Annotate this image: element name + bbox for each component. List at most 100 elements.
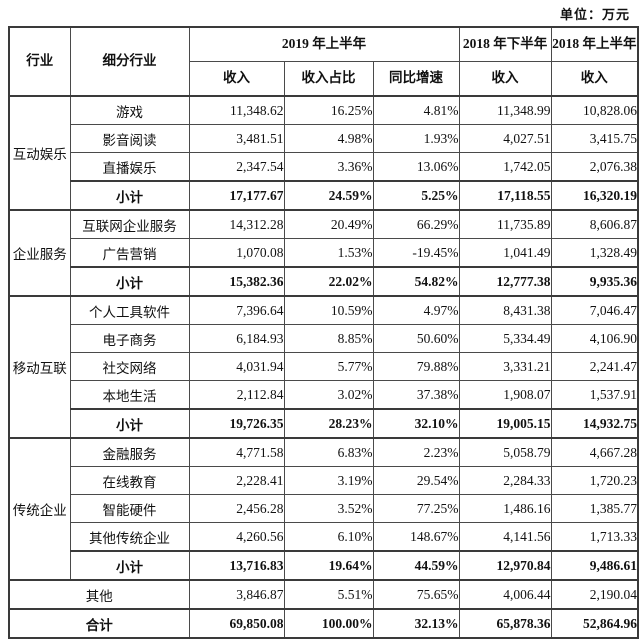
industry-cell: 企业服务 bbox=[8, 209, 71, 297]
table-row: 其他传统企业 4,260.56 6.10% 148.67% 4,141.56 1… bbox=[9, 522, 639, 552]
header-revenue-2018h2: 收入 bbox=[458, 61, 552, 97]
value-cell: 37.38% bbox=[372, 380, 460, 410]
value-cell: 50.60% bbox=[372, 324, 460, 353]
value-cell: 2,284.33 bbox=[458, 466, 552, 495]
table-row: 直播娱乐 2,347.54 3.36% 13.06% 1,742.05 2,07… bbox=[9, 152, 639, 182]
table-row: 移动互联 个人工具软件 7,396.64 10.59% 4.97% 8,431.… bbox=[8, 295, 639, 439]
table-row: 电子商务 6,184.93 8.85% 50.60% 5,334.49 4,10… bbox=[9, 324, 639, 353]
value-cell: 100.00% bbox=[283, 608, 374, 639]
subindustry-cell: 直播娱乐 bbox=[69, 152, 190, 182]
subtotal-row: 小计 13,716.83 19.64% 44.59% 12,970.84 9,4… bbox=[9, 550, 639, 581]
table-row: 本地生活 2,112.84 3.02% 37.38% 1,908.07 1,53… bbox=[9, 380, 639, 410]
value-cell: 8,431.38 bbox=[458, 295, 552, 325]
value-cell: 1,041.49 bbox=[458, 238, 552, 268]
value-cell: 6.10% bbox=[283, 522, 374, 552]
other-label-cell: 其他 bbox=[8, 579, 190, 610]
revenue-by-industry-table: 行业 细分行业 2019 年上半年 2018 年下半年 2018 年上半年 收入… bbox=[8, 26, 640, 639]
subtotal-row: 小计 15,382.36 22.02% 54.82% 12,777.38 9,9… bbox=[9, 266, 639, 297]
value-cell: 1,713.33 bbox=[550, 522, 639, 552]
value-cell: 24.59% bbox=[283, 180, 374, 211]
value-cell: 3,331.21 bbox=[458, 352, 552, 381]
value-cell: 4.98% bbox=[283, 124, 374, 153]
value-cell: 3.02% bbox=[283, 380, 374, 410]
header-sub-industry: 细分行业 bbox=[69, 26, 190, 97]
value-cell: 2,347.54 bbox=[188, 152, 285, 182]
value-cell: 5.77% bbox=[283, 352, 374, 381]
value-cell: 3,481.51 bbox=[188, 124, 285, 153]
value-cell: -19.45% bbox=[372, 238, 460, 268]
table-row: 智能硬件 2,456.28 3.52% 77.25% 1,486.16 1,38… bbox=[9, 494, 639, 523]
value-cell: 12,777.38 bbox=[458, 266, 552, 297]
subindustry-cell: 本地生活 bbox=[69, 380, 190, 410]
header-revenue-share: 收入占比 bbox=[283, 61, 374, 97]
value-cell: 4,106.90 bbox=[550, 324, 639, 353]
value-cell: 4,006.44 bbox=[458, 579, 552, 610]
value-cell: 9,486.61 bbox=[550, 550, 639, 581]
value-cell: 1,385.77 bbox=[550, 494, 639, 523]
header-revenue-2018h1: 收入 bbox=[550, 61, 639, 97]
value-cell: 3.36% bbox=[283, 152, 374, 182]
value-cell: 10.59% bbox=[283, 295, 374, 325]
header-revenue-2019: 收入 bbox=[188, 61, 285, 97]
header-row-1: 行业 细分行业 2019 年上半年 2018 年下半年 2018 年上半年 bbox=[8, 26, 639, 97]
value-cell: 12,970.84 bbox=[458, 550, 552, 581]
value-cell: 1,720.23 bbox=[550, 466, 639, 495]
subindustry-cell: 在线教育 bbox=[69, 466, 190, 495]
value-cell: 16.25% bbox=[283, 95, 374, 125]
value-cell: 3,846.87 bbox=[188, 579, 285, 610]
value-cell: 54.82% bbox=[372, 266, 460, 297]
value-cell: 4,141.56 bbox=[458, 522, 552, 552]
value-cell: 3,415.75 bbox=[550, 124, 639, 153]
value-cell: 148.67% bbox=[372, 522, 460, 552]
total-label-cell: 合计 bbox=[8, 608, 190, 639]
value-cell: 5,058.79 bbox=[458, 437, 552, 467]
value-cell: 5.51% bbox=[283, 579, 374, 610]
value-cell: 1.53% bbox=[283, 238, 374, 268]
subindustry-cell: 互联网企业服务 bbox=[69, 209, 190, 239]
value-cell: 13.06% bbox=[372, 152, 460, 182]
value-cell: 15,382.36 bbox=[188, 266, 285, 297]
subindustry-cell: 其他传统企业 bbox=[69, 522, 190, 552]
subtotal-row: 小计 19,726.35 28.23% 32.10% 19,005.15 14,… bbox=[9, 408, 639, 439]
value-cell: 77.25% bbox=[372, 494, 460, 523]
value-cell: 29.54% bbox=[372, 466, 460, 495]
value-cell: 11,735.89 bbox=[458, 209, 552, 239]
value-cell: 2,190.04 bbox=[550, 579, 639, 610]
value-cell: 8,606.87 bbox=[550, 209, 639, 239]
value-cell: 1,328.49 bbox=[550, 238, 639, 268]
value-cell: 5.25% bbox=[372, 180, 460, 211]
value-cell: 5,334.49 bbox=[458, 324, 552, 353]
subindustry-cell: 个人工具软件 bbox=[69, 295, 190, 325]
value-cell: 1,070.08 bbox=[188, 238, 285, 268]
value-cell: 19,005.15 bbox=[458, 408, 552, 439]
table-row: 在线教育 2,228.41 3.19% 29.54% 2,284.33 1,72… bbox=[9, 466, 639, 495]
value-cell: 14,932.75 bbox=[550, 408, 639, 439]
table-body: 互动娱乐 游戏 11,348.62 16.25% 4.81% 11,348.99… bbox=[8, 95, 639, 639]
value-cell: 7,046.47 bbox=[550, 295, 639, 325]
value-cell: 2,112.84 bbox=[188, 380, 285, 410]
subindustry-cell: 金融服务 bbox=[69, 437, 190, 467]
subtotal-label-cell: 小计 bbox=[69, 408, 190, 439]
value-cell: 32.13% bbox=[372, 608, 460, 639]
industry-cell: 移动互联 bbox=[8, 295, 71, 439]
value-cell: 1,486.16 bbox=[458, 494, 552, 523]
value-cell: 6,184.93 bbox=[188, 324, 285, 353]
value-cell: 32.10% bbox=[372, 408, 460, 439]
table-row: 互动娱乐 游戏 11,348.62 16.25% 4.81% 11,348.99… bbox=[8, 95, 639, 211]
value-cell: 19.64% bbox=[283, 550, 374, 581]
value-cell: 11,348.99 bbox=[458, 95, 552, 125]
value-cell: 8.85% bbox=[283, 324, 374, 353]
value-cell: 1,908.07 bbox=[458, 380, 552, 410]
header-row-2: 收入 收入占比 同比增速 收入 收入 bbox=[9, 61, 639, 97]
subindustry-cell: 电子商务 bbox=[69, 324, 190, 353]
value-cell: 1,537.91 bbox=[550, 380, 639, 410]
value-cell: 75.65% bbox=[372, 579, 460, 610]
value-cell: 4,260.56 bbox=[188, 522, 285, 552]
value-cell: 4,771.58 bbox=[188, 437, 285, 467]
value-cell: 3.19% bbox=[283, 466, 374, 495]
table-row: 广告营销 1,070.08 1.53% -19.45% 1,041.49 1,3… bbox=[9, 238, 639, 268]
value-cell: 17,118.55 bbox=[458, 180, 552, 211]
table-header: 行业 细分行业 2019 年上半年 2018 年下半年 2018 年上半年 收入… bbox=[8, 26, 639, 97]
value-cell: 4,027.51 bbox=[458, 124, 552, 153]
value-cell: 2,228.41 bbox=[188, 466, 285, 495]
